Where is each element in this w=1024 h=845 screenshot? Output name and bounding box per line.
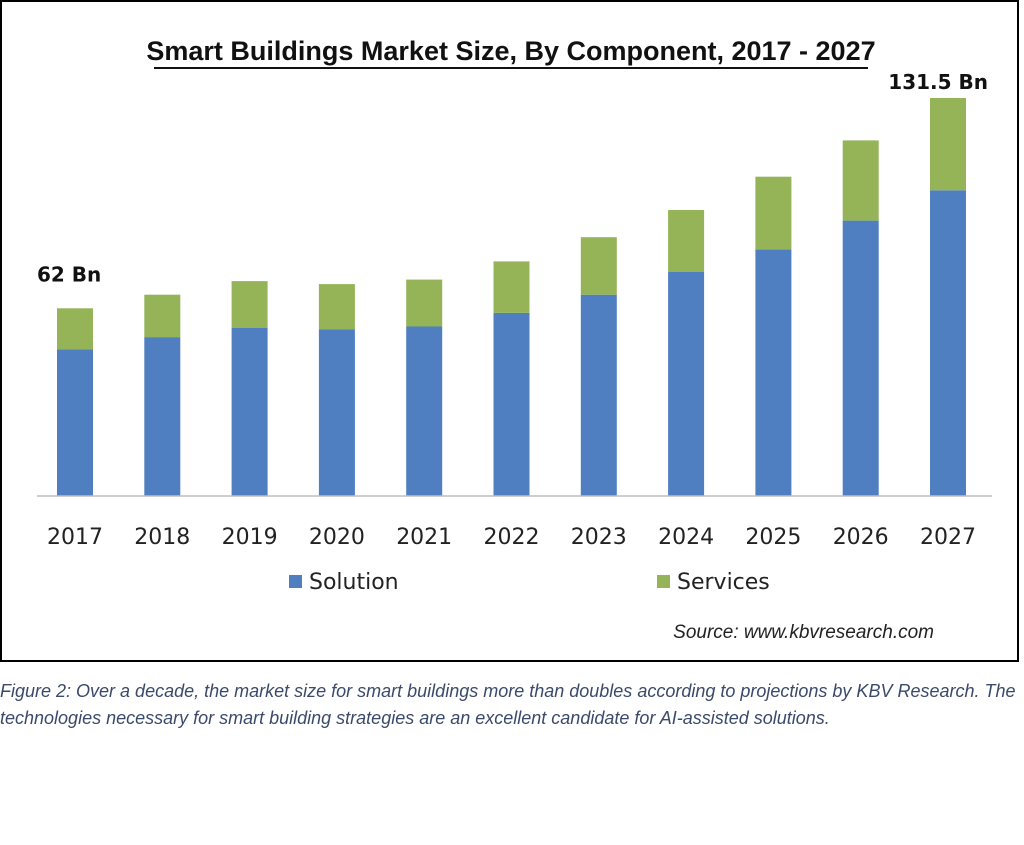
bar-services-2024 <box>668 210 705 272</box>
x-tick-label: 2017 <box>47 525 103 550</box>
bar-solution-2022 <box>493 312 530 496</box>
x-tick-label: 2020 <box>309 525 365 550</box>
chart-title: Smart Buildings Market Size, By Componen… <box>146 36 875 66</box>
ticks-layer: 2017 2018 2019 2020 2021 2022 2023 2024 2025 2026… <box>47 525 976 550</box>
total-annotation-2017: 62 Bn <box>37 262 101 286</box>
bar-solution-2017 <box>57 349 93 496</box>
x-tick-label: 2025 <box>745 525 801 550</box>
x-tick-label: 2024 <box>658 525 714 550</box>
bar-solution-2021 <box>406 326 443 496</box>
annotations-layer: 62 Bn 131.5 Bn <box>37 70 988 286</box>
bars-layer <box>57 98 966 497</box>
legend-label-solution: Solution <box>309 570 399 595</box>
bar-solution-2020 <box>318 329 355 496</box>
x-tick-label: 2022 <box>484 525 540 550</box>
bar-solution-2025 <box>755 249 792 496</box>
bar-services-2018 <box>144 294 181 338</box>
x-tick-label: 2026 <box>833 525 889 550</box>
legend-label-services: Services <box>677 570 770 595</box>
bar-services-2021 <box>406 279 443 327</box>
bar-services-2027 <box>930 98 966 191</box>
bar-services-2023 <box>580 237 617 295</box>
bar-solution-2027 <box>930 190 966 497</box>
bar-solution-2018 <box>144 337 181 496</box>
bar-services-2022 <box>493 261 530 313</box>
bar-solution-2023 <box>580 294 617 496</box>
x-tick-label: 2019 <box>222 525 278 550</box>
bar-solution-2019 <box>231 328 268 496</box>
bar-services-2026 <box>842 140 879 221</box>
x-tick-label: 2018 <box>134 525 190 550</box>
x-tick-label: 2027 <box>920 525 976 550</box>
bar-services-2020 <box>318 284 355 330</box>
bar-services-2017 <box>57 308 93 350</box>
chart-frame: Smart Buildings Market Size, By Componen… <box>0 0 1019 662</box>
bar-solution-2026 <box>842 220 879 496</box>
bar-solution-2024 <box>668 272 705 496</box>
bar-services-2025 <box>755 176 792 250</box>
chart-svg: Smart Buildings Market Size, By Componen… <box>37 36 992 643</box>
bar-services-2019 <box>231 281 268 328</box>
x-tick-label: 2021 <box>396 525 452 550</box>
total-annotation-2027: 131.5 Bn <box>888 70 988 94</box>
source-note: Source: www.kbvresearch.com <box>673 622 934 643</box>
figure-caption: Figure 2: Over a decade, the market size… <box>0 681 1016 728</box>
x-tick-label: 2023 <box>571 525 627 550</box>
legend: Solution Services <box>289 570 770 595</box>
legend-swatch-solution <box>289 575 302 588</box>
legend-swatch-services <box>657 575 670 588</box>
